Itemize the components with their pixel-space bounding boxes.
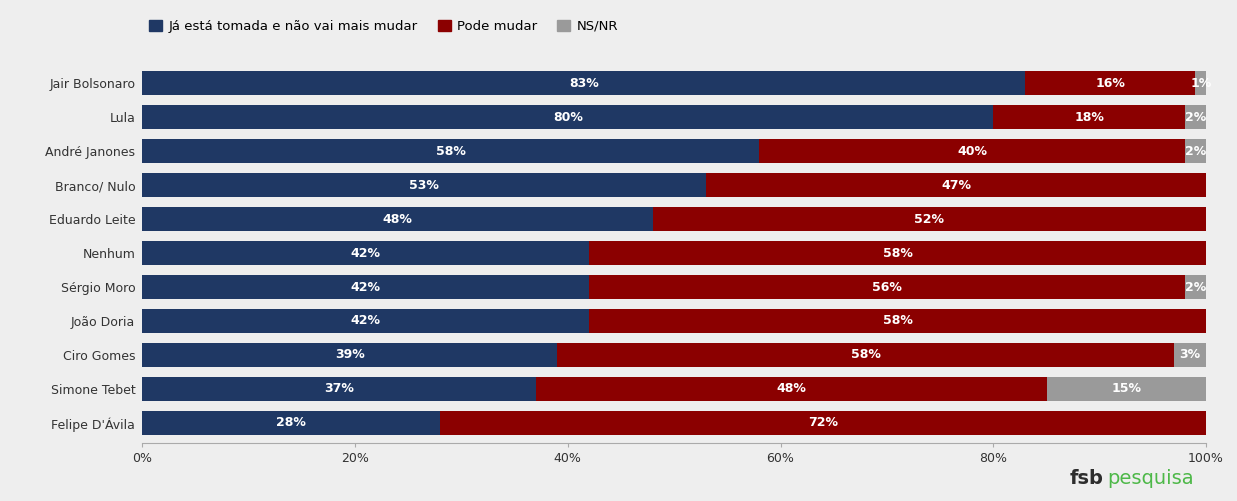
Text: 42%: 42% [350, 315, 381, 328]
Bar [589, 309, 1206, 333]
Bar [142, 275, 589, 299]
Text: 52%: 52% [914, 212, 945, 225]
Text: 48%: 48% [777, 382, 807, 395]
Text: 53%: 53% [409, 178, 439, 191]
Bar [142, 411, 440, 435]
Text: 18%: 18% [1074, 111, 1103, 124]
Bar [142, 241, 589, 265]
Bar [706, 173, 1206, 197]
Text: 42%: 42% [350, 246, 381, 260]
Text: 15%: 15% [1111, 382, 1142, 395]
Text: 39%: 39% [335, 349, 365, 362]
Bar [993, 105, 1185, 129]
Text: 48%: 48% [382, 212, 412, 225]
Text: 72%: 72% [808, 416, 839, 429]
Bar [1185, 105, 1206, 129]
Bar [142, 207, 653, 231]
Text: 56%: 56% [872, 281, 902, 294]
Text: 28%: 28% [276, 416, 306, 429]
Text: 16%: 16% [1096, 77, 1126, 90]
Text: 2%: 2% [1185, 111, 1206, 124]
Text: 83%: 83% [569, 77, 599, 90]
Bar [142, 71, 1025, 95]
Bar [1047, 377, 1206, 401]
Text: 3%: 3% [1180, 349, 1201, 362]
Bar [142, 105, 993, 129]
Bar [589, 275, 1185, 299]
Bar [142, 309, 589, 333]
Text: 58%: 58% [851, 349, 881, 362]
Bar [142, 377, 536, 401]
Text: 1%: 1% [1190, 77, 1211, 90]
Bar [557, 343, 1174, 367]
Legend: Já está tomada e não vai mais mudar, Pode mudar, NS/NR: Já está tomada e não vai mais mudar, Pod… [148, 20, 618, 33]
Bar [1195, 71, 1206, 95]
Text: 40%: 40% [957, 144, 987, 157]
Bar [760, 139, 1185, 163]
Bar [440, 411, 1206, 435]
Bar [1185, 139, 1206, 163]
Text: 37%: 37% [324, 382, 354, 395]
Text: 80%: 80% [553, 111, 583, 124]
Text: 58%: 58% [883, 315, 913, 328]
Bar [589, 241, 1206, 265]
Text: 2%: 2% [1185, 281, 1206, 294]
Text: 2%: 2% [1185, 144, 1206, 157]
Bar [142, 173, 706, 197]
Bar [1174, 343, 1206, 367]
Bar [653, 207, 1206, 231]
Bar [1025, 71, 1195, 95]
Bar [536, 377, 1047, 401]
Text: pesquisa: pesquisa [1107, 469, 1194, 488]
Text: fsb: fsb [1070, 469, 1103, 488]
Text: 42%: 42% [350, 281, 381, 294]
Bar [1185, 275, 1206, 299]
Text: 47%: 47% [941, 178, 971, 191]
Bar [142, 139, 760, 163]
Text: 58%: 58% [883, 246, 913, 260]
Text: 58%: 58% [435, 144, 465, 157]
Bar [142, 343, 557, 367]
